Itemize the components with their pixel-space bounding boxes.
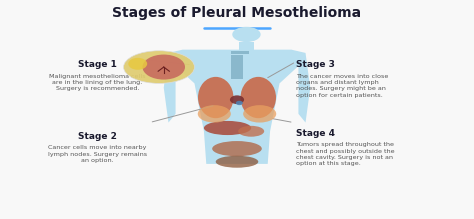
Ellipse shape xyxy=(204,121,251,135)
Polygon shape xyxy=(164,50,182,123)
Text: Tumors spread throughout the
chest and possibly outside the
chest cavity. Surger: Tumors spread throughout the chest and p… xyxy=(296,142,395,166)
Ellipse shape xyxy=(240,77,276,118)
Ellipse shape xyxy=(236,101,243,105)
Ellipse shape xyxy=(216,156,258,168)
Text: Stages of Pleural Mesothelioma: Stages of Pleural Mesothelioma xyxy=(112,6,362,20)
Text: Stage 1: Stage 1 xyxy=(78,60,117,69)
Ellipse shape xyxy=(243,105,276,123)
Polygon shape xyxy=(231,51,249,54)
Text: Malignant mesothelioma cells
are in the lining of the lung.
Surgery is recommend: Malignant mesothelioma cells are in the … xyxy=(49,74,146,91)
Text: Stage 2: Stage 2 xyxy=(78,132,117,141)
Ellipse shape xyxy=(212,141,262,156)
Ellipse shape xyxy=(143,55,185,79)
Polygon shape xyxy=(231,55,243,79)
Text: Cancer cells move into nearby
lymph nodes. Surgery remains
an option.: Cancer cells move into nearby lymph node… xyxy=(48,145,147,163)
Polygon shape xyxy=(175,50,299,164)
Circle shape xyxy=(124,51,194,83)
Polygon shape xyxy=(239,42,254,50)
Ellipse shape xyxy=(198,105,231,123)
Text: The cancer moves into close
organs and distant lymph
nodes. Surgery might be an
: The cancer moves into close organs and d… xyxy=(296,74,389,98)
Ellipse shape xyxy=(232,27,261,42)
Ellipse shape xyxy=(198,77,234,118)
Ellipse shape xyxy=(128,58,147,70)
Polygon shape xyxy=(292,50,310,123)
Text: Stage 4: Stage 4 xyxy=(296,129,335,138)
Ellipse shape xyxy=(238,126,264,137)
Ellipse shape xyxy=(230,95,244,104)
Text: Stage 3: Stage 3 xyxy=(296,60,335,69)
